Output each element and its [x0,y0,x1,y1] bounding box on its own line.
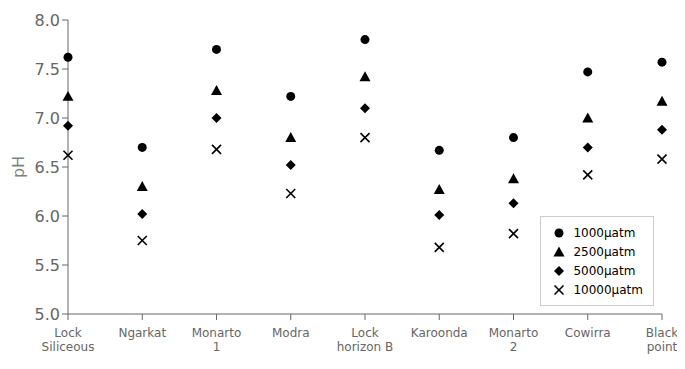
svg-text:Ngarkat: Ngarkat [118,326,166,340]
svg-text:Monarto1: Monarto1 [192,326,242,354]
svg-text:6.5: 6.5 [35,158,60,177]
svg-text:Lockhorizon B: Lockhorizon B [337,326,394,354]
svg-text:7.0: 7.0 [35,109,60,128]
html-text:10000μatm: 10000μatm [573,282,643,297]
svg-text:8.0: 8.0 [35,11,60,30]
svg-text:Cowirra: Cowirra [565,326,611,340]
html-text:2500μatm: 2500μatm [573,244,636,259]
svg-text:Karoonda: Karoonda [411,326,468,340]
svg-text:Modra: Modra [272,326,310,340]
svg-text:5.0: 5.0 [35,305,60,324]
svg-text:LockSiliceous: LockSiliceous [42,326,95,354]
svg-text:6.0: 6.0 [35,207,60,226]
svg-text:5.5: 5.5 [35,256,60,275]
html-text:5000μatm: 5000μatm [573,263,636,278]
svg-text:pH: pH [9,156,28,178]
svg-text:Blackpoint: Blackpoint [646,326,677,354]
svg-text:7.5: 7.5 [35,60,60,79]
html-text:1000μatm: 1000μatm [573,225,636,240]
svg-text:Monarto2: Monarto2 [489,326,539,354]
